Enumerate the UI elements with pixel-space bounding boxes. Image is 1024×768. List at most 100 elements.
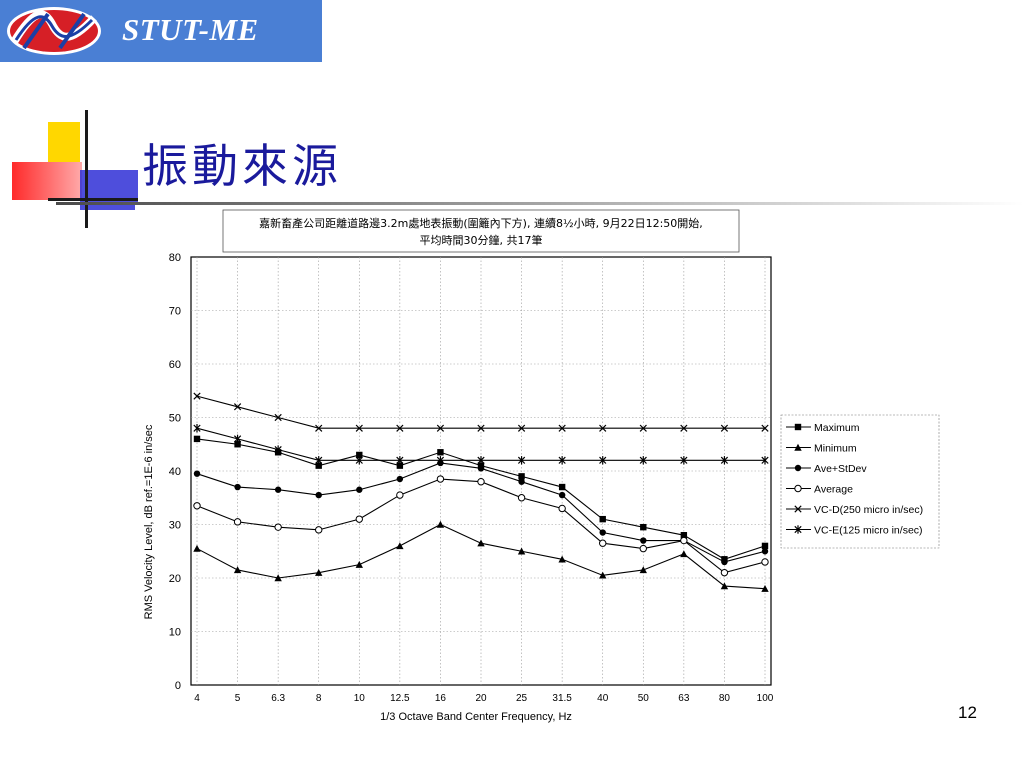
y-tick-label: 30 <box>169 520 181 532</box>
series-5-point <box>477 424 485 432</box>
series-2-point <box>599 571 607 579</box>
legend-label: VC-D(250 micro in/sec) <box>814 504 923 516</box>
series-5-point <box>396 424 404 432</box>
x-tick-label: 6.3 <box>271 693 285 704</box>
series-3-point <box>518 478 525 485</box>
series-5-point <box>558 424 566 432</box>
series-5-point <box>355 424 363 432</box>
series-5-point <box>599 424 607 432</box>
series-4-point <box>680 536 688 545</box>
series-4-point <box>396 491 404 499</box>
series-4-point <box>233 518 242 526</box>
company-logo-icon <box>7 7 101 55</box>
x-tick-label: 25 <box>516 693 528 704</box>
y-tick-label: 50 <box>169 413 181 425</box>
slide-title: 振動來源 <box>142 139 342 193</box>
series-2-point <box>274 574 282 582</box>
series-1-point <box>315 462 322 469</box>
chart-title-box <box>222 209 740 253</box>
series-4-point <box>720 568 729 577</box>
legend-label: Minimum <box>814 443 857 455</box>
series-5-point <box>720 424 729 432</box>
series-3-point <box>193 470 201 477</box>
series-4-point <box>274 523 282 531</box>
legend-marker <box>794 505 802 513</box>
series-2-point <box>639 566 647 574</box>
legend-label: Maximum <box>814 422 860 434</box>
y-tick-label: 0 <box>175 680 181 692</box>
x-tick-label: 20 <box>475 693 487 704</box>
legend-marker <box>794 484 802 493</box>
series-1-point <box>518 473 525 480</box>
series-3-point <box>558 491 566 499</box>
title-decoration <box>0 110 140 230</box>
series-1-point <box>599 515 606 523</box>
series-1-point <box>558 483 566 491</box>
y-tick-label: 20 <box>169 573 181 585</box>
x-axis-label: 1/3 Octave Band Center Frequency, Hz <box>380 711 572 723</box>
series-5-point <box>680 424 688 432</box>
series-4-point <box>193 502 201 510</box>
y-tick-label: 40 <box>169 466 181 478</box>
series-3-point <box>599 529 606 536</box>
x-tick-label: 50 <box>638 693 650 704</box>
legend-marker <box>794 464 802 472</box>
series-2-point <box>193 544 201 552</box>
series-2-point <box>396 542 404 550</box>
series-4-point <box>315 526 323 534</box>
series-2-point <box>233 566 242 574</box>
series-1-point <box>437 449 444 456</box>
series-4-point <box>761 558 769 566</box>
series-3-point <box>640 537 647 544</box>
series-4-point <box>517 494 526 502</box>
series-2-point <box>436 520 445 528</box>
title-underline <box>56 202 1024 205</box>
y-tick-label: 80 <box>169 252 181 264</box>
series-3-point <box>477 465 485 472</box>
series-5-point <box>315 424 323 432</box>
series-3-point <box>761 548 769 555</box>
series-4-point <box>639 544 647 553</box>
x-tick-label: 16 <box>435 693 447 704</box>
x-tick-label: 63 <box>678 693 690 704</box>
series-2-point <box>680 550 688 558</box>
series-1-point <box>234 441 241 448</box>
series-1-point <box>396 462 404 469</box>
legend-label: Average <box>814 484 853 496</box>
series-5-point <box>193 392 201 400</box>
series-2-point <box>761 585 769 592</box>
series-2-point <box>720 582 729 590</box>
series-4-point <box>355 515 363 523</box>
page-number: 12 <box>958 703 977 722</box>
x-tick-label: 8 <box>316 693 322 704</box>
series-1-point <box>356 451 363 459</box>
series-3-point <box>721 558 728 566</box>
series-4-point <box>599 539 607 547</box>
x-tick-label: 80 <box>719 693 731 704</box>
logo-text: STUT-ME <box>122 12 259 47</box>
legend-label: Ave+StDev <box>814 463 867 475</box>
series-5-point <box>517 424 526 432</box>
y-tick-label: 60 <box>169 359 181 371</box>
x-tick-label: 4 <box>194 693 200 704</box>
legend-marker <box>794 443 802 451</box>
series-1-point <box>680 532 688 539</box>
x-tick-label: 40 <box>597 693 609 704</box>
series-4-point <box>558 504 566 513</box>
series-3-point <box>315 491 322 499</box>
series-5-point <box>761 424 769 432</box>
series-2-point <box>355 560 363 568</box>
x-tick-label: 10 <box>354 693 366 704</box>
vibration-chart: 嘉新畜產公司距離道路邊3.2m處地表振動(圍籬內下方), 連續8½小時, 9月2… <box>135 205 945 727</box>
x-tick-label: 5 <box>235 693 241 704</box>
series-5-point <box>233 403 242 411</box>
y-axis-label: RMS Velocity Level, dB ref.=1E-6 in/sec <box>143 424 155 619</box>
series-2-point <box>315 568 323 576</box>
series-4-point <box>477 478 485 486</box>
series-2-point <box>558 555 566 563</box>
x-tick-label: 31.5 <box>552 693 572 704</box>
x-tick-label: 100 <box>757 693 774 704</box>
legend-marker <box>794 423 802 431</box>
legend-box <box>780 414 940 549</box>
series-5-point <box>639 424 647 432</box>
